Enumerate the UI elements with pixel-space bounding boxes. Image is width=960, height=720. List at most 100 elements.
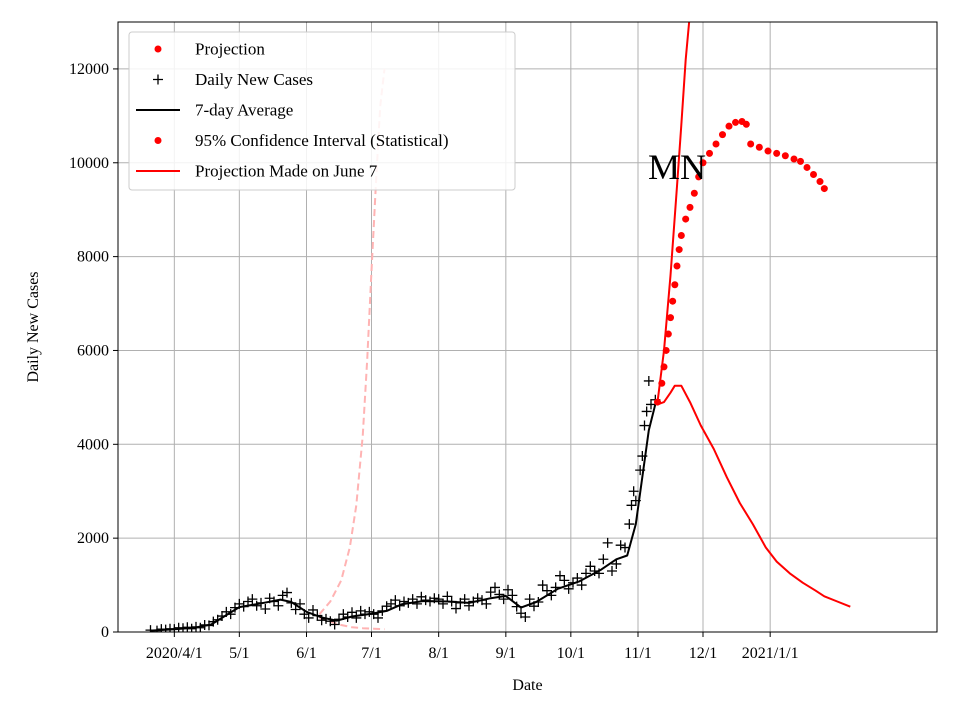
projection-point <box>682 215 690 223</box>
projection-point <box>732 118 739 126</box>
daily-new-cases-point <box>524 594 535 605</box>
projection-point <box>671 281 679 289</box>
x-tick-label: 7/1 <box>361 645 381 662</box>
legend-95-confidence-interval-statistical-label: 95% Confidence Interval (Statistical) <box>195 131 449 150</box>
projection-point <box>742 120 750 128</box>
daily-new-cases-point <box>438 598 448 609</box>
daily-new-cases-point <box>594 568 604 579</box>
daily-new-cases-point <box>635 465 646 476</box>
projection-point <box>664 330 672 338</box>
projection-point <box>673 262 681 270</box>
daily-new-cases-point <box>598 554 609 565</box>
daily-new-cases-point <box>451 603 461 614</box>
daily-new-cases-point <box>529 601 539 612</box>
y-tick-label: 6000 <box>77 342 109 359</box>
daily-new-cases-point <box>256 597 266 608</box>
daily-new-cases-point <box>303 612 314 623</box>
projection-point <box>669 297 677 305</box>
legend-daily-new-cases-label: Daily New Cases <box>195 70 313 89</box>
legend: Projection Daily New Cases 7-day Average 95… <box>128 31 516 191</box>
daily-new-cases-point <box>542 585 552 596</box>
daily-new-cases-point <box>576 580 587 591</box>
95-confidence-interval-statistical-line <box>657 384 851 608</box>
daily-new-cases-point <box>472 593 483 604</box>
x-tick-label: 5/1 <box>229 645 249 662</box>
projection-point <box>675 246 683 254</box>
projection-point <box>816 178 824 186</box>
daily-new-cases-point <box>546 590 557 601</box>
daily-new-cases-point <box>295 598 305 609</box>
daily-new-cases-point <box>559 575 570 586</box>
daily-new-cases-point <box>286 597 297 608</box>
daily-new-cases-point <box>381 601 392 612</box>
daily-new-cases-point <box>585 561 596 572</box>
daily-new-cases-point <box>637 451 648 462</box>
projection-point <box>803 163 811 171</box>
projection-point <box>773 149 781 157</box>
projection-point <box>725 122 733 130</box>
daily-new-cases-point <box>602 537 613 548</box>
legend-7-day-average-label: 7-day Average <box>195 101 293 120</box>
legend-box <box>128 31 516 191</box>
daily-new-cases-point <box>429 593 440 604</box>
daily-new-cases-point <box>316 615 327 626</box>
x-axis-label: Date <box>512 677 542 694</box>
projection-point <box>747 140 755 148</box>
y-tick-label: 0 <box>101 624 109 641</box>
x-tick-label: 8/1 <box>428 645 448 662</box>
legend-projection-label: Projection <box>195 40 265 59</box>
daily-new-cases-point <box>269 596 279 607</box>
plot-frame <box>117 21 938 633</box>
projection-point <box>781 152 789 160</box>
daily-new-cases-point <box>273 600 284 611</box>
daily-new-cases-point <box>347 607 357 618</box>
projection-point <box>695 173 703 181</box>
daily-new-cases-point <box>364 606 375 617</box>
daily-new-cases-point <box>533 596 544 607</box>
daily-new-cases-point <box>581 568 591 579</box>
y-tick-label: 8000 <box>77 249 109 266</box>
daily-new-cases-point <box>639 420 650 431</box>
daily-new-cases-point <box>247 594 258 605</box>
daily-new-cases-point <box>624 519 635 530</box>
daily-new-cases-point <box>459 594 470 605</box>
daily-new-cases-point <box>282 587 292 598</box>
projection-point <box>790 155 798 163</box>
y-tick-label: 10000 <box>69 155 109 172</box>
legend-daily-new-cases-marker <box>153 74 163 85</box>
projection-point <box>719 131 726 139</box>
daily-new-cases-point <box>615 540 626 551</box>
daily-new-cases-point <box>182 622 193 632</box>
x-tick-label: 12/1 <box>689 645 717 662</box>
daily-new-cases-point <box>186 623 197 632</box>
projection-point <box>690 189 698 197</box>
state-annotation: MN <box>648 147 706 187</box>
daily-new-cases-point <box>446 596 457 607</box>
daily-new-cases-point <box>481 598 492 609</box>
projection-point <box>677 232 685 239</box>
x-tick-label: 11/1 <box>624 645 652 662</box>
daily-new-cases-point <box>312 610 323 621</box>
daily-new-cases-point <box>394 600 405 611</box>
daily-new-cases-point <box>572 573 583 584</box>
daily-new-cases-point <box>611 558 622 569</box>
x-tick-label: 9/1 <box>496 645 516 662</box>
daily-new-cases-point <box>407 594 418 605</box>
legend-projection-marker <box>154 45 162 53</box>
legend-projection-made-on-june-7-label: Projection Made on June 7 <box>195 162 378 181</box>
daily-new-cases-point <box>260 604 271 615</box>
x-tick-label: 6/1 <box>296 645 316 662</box>
projection-point <box>706 149 713 157</box>
daily-new-cases-point <box>225 609 236 620</box>
projection-point <box>667 314 674 322</box>
projection-point <box>712 140 720 148</box>
daily-new-cases-point <box>221 606 232 617</box>
x-tick-label: 10/1 <box>557 645 585 662</box>
projection-point <box>797 157 804 165</box>
projection-point <box>662 346 670 354</box>
y-tick-label: 4000 <box>77 436 109 453</box>
x-tick-label: 2020/4/1 <box>146 645 203 662</box>
daily-new-cases-point <box>433 594 444 605</box>
projection-point <box>820 185 828 193</box>
